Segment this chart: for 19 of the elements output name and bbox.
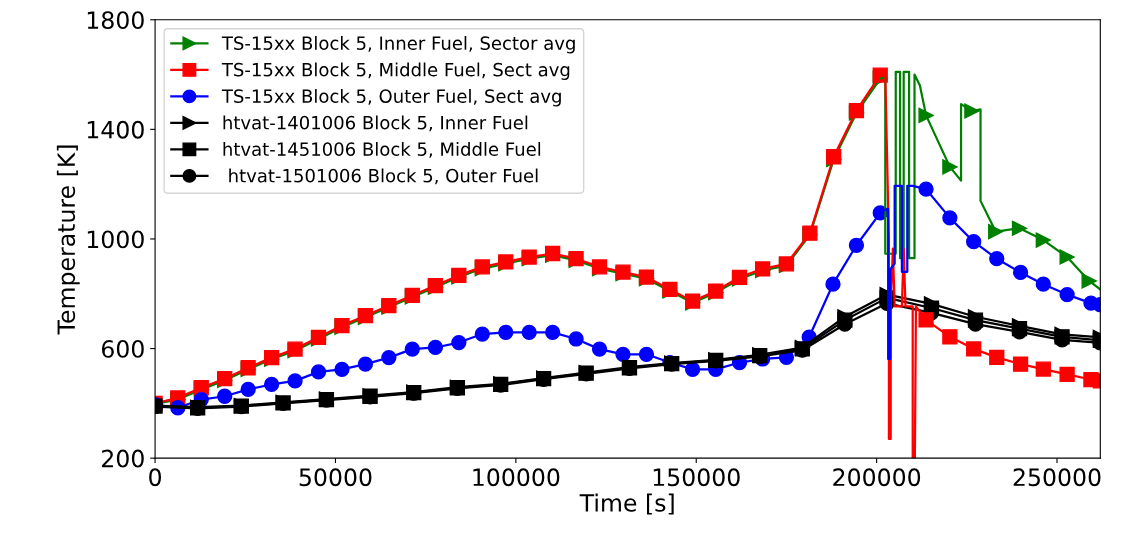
- x-axis-title: Time [s]: [579, 493, 674, 515]
- legend-label: htvat-1501006 Block 5, Outer Fuel: [229, 168, 538, 185]
- legend-label: TS-15xx Block 5, Middle Fuel, Sect avg: [221, 62, 570, 80]
- y-tick-label: 1000: [87, 230, 144, 249]
- x-tick-label: 0: [149, 468, 162, 487]
- x-tick-label: 100000: [473, 468, 560, 487]
- x-tick-label: 250000: [1013, 468, 1101, 487]
- x-tick-label: 50000: [299, 468, 372, 487]
- legend-label: htvat-1401006 Block 5, Inner Fuel: [223, 115, 528, 132]
- y-tick-label: 1800: [87, 11, 144, 30]
- x-tick-label: 200000: [833, 468, 921, 487]
- y-axis-title: Temperature [K]: [56, 145, 80, 335]
- legend-label: TS-15xx Block 5, Inner Fuel, Sector avg: [221, 36, 575, 54]
- x-tick-label: 150000: [653, 468, 740, 487]
- y-tick-label: 600: [101, 340, 144, 358]
- y-tick-label: 200: [102, 449, 144, 468]
- legend-label: htvat-1451006 Block 5, Middle Fuel: [223, 142, 541, 158]
- y-tick-label: 1400: [87, 120, 144, 139]
- legend-label: TS-15xx Block 5, Outer Fuel, Sect avg: [221, 89, 561, 107]
